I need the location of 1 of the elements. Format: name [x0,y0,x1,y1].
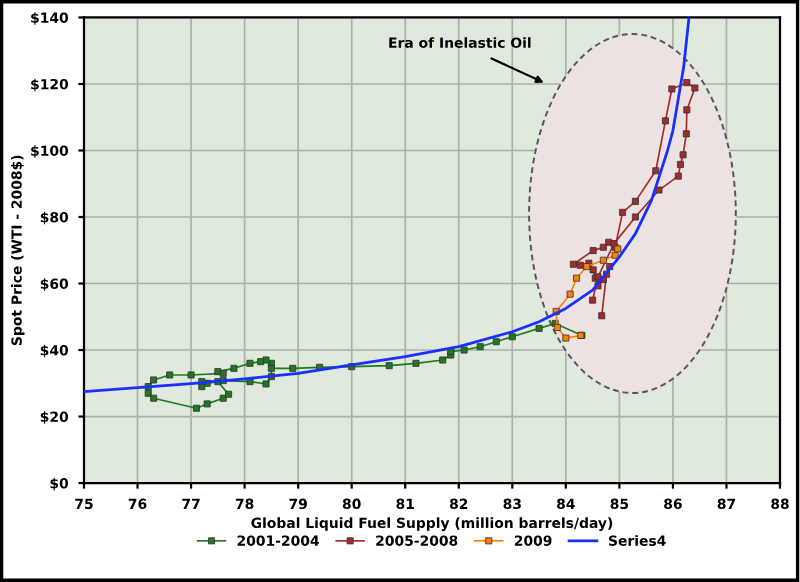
line-series [84,17,691,393]
